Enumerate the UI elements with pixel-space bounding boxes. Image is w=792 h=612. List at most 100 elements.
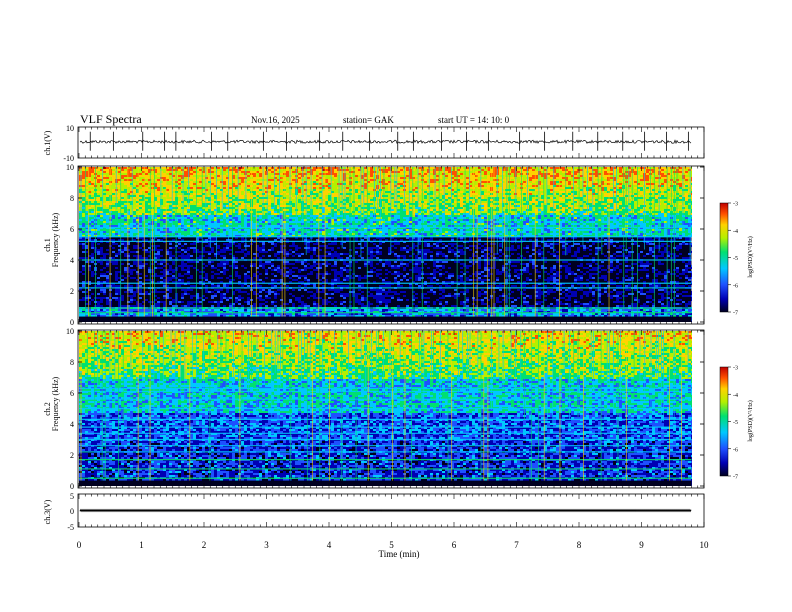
spectrogram-cell [163,197,166,199]
spectrogram-cell [211,185,214,187]
spectrogram-cell [442,167,445,169]
spectrogram-cell [616,207,619,209]
spectrogram-cell [157,167,160,169]
spectrogram-cell [325,169,328,171]
spectrogram-cell [385,205,388,207]
spectrogram-cell [352,197,355,199]
spectrogram-cell [637,197,640,199]
spectrogram-cell [226,177,229,179]
spectrogram-cell [232,215,235,217]
spectrogram-cell [307,171,310,173]
spectrogram-cell [268,181,271,183]
spectrogram-cell [256,171,259,173]
spectrogram-cell [430,177,433,179]
spectrogram-cell [592,199,595,201]
spectrogram-cell [427,185,430,187]
spectrogram-cell [268,167,271,169]
spectrogram-cell [469,177,472,179]
spectrogram-cell [655,171,658,173]
spectrogram-cell [328,171,331,173]
spectrogram-cell [547,179,550,181]
spectrogram-cell [427,193,430,195]
spectrogram-cell [466,185,469,187]
spectrogram-cell [616,199,619,201]
spectrogram-cell [313,175,316,177]
spectrogram-cell [544,167,547,169]
spectrogram-cell [571,175,574,177]
spectrogram-cell [235,215,238,217]
spectrogram-cell [454,177,457,179]
spectrogram-cell [148,199,151,201]
spectrogram-cell [385,189,388,191]
spectrogram-cell [106,183,109,185]
spectrogram-cell [85,197,88,199]
spectrogram-cell [133,201,136,203]
spectrogram-cell [235,213,238,215]
spectrogram-cell [370,173,373,175]
spectrogram-cell [133,209,136,211]
spectrogram-cell [376,211,379,213]
spectrogram-cell [238,195,241,197]
spectrogram-cell [388,209,391,211]
spectrogram-cell [307,213,310,215]
spectrogram-cell [604,179,607,181]
spectrogram-cell [532,169,535,171]
spectrogram-cell [355,193,358,195]
spectrogram-cell [346,193,349,195]
spectrogram-cell [523,213,526,215]
spectrogram-cell [634,189,637,191]
spectrogram-cell [343,201,346,203]
spectrogram-cell [544,183,547,185]
spectrogram-cell [592,201,595,203]
spectrogram-cell [661,189,664,191]
spectrogram-cell [262,179,265,181]
spectrogram-cell [610,189,613,191]
spectrogram-cell [523,175,526,177]
spectrogram-cell [634,211,637,213]
spectrogram-cell [400,167,403,169]
spectrogram-cell [535,173,538,175]
spectrogram-cell [154,177,157,179]
spectrogram-cell [163,189,166,191]
spectrogram-cell [397,171,400,173]
spectrogram-cell [511,177,514,179]
spectrogram-cell [610,195,613,197]
spectrogram-cell [463,203,466,205]
spectrogram-cell [268,201,271,203]
spectrogram-cell [322,193,325,195]
spectrogram-cell [517,187,520,189]
spectrogram-cell [538,197,541,199]
spectrogram-cell [253,195,256,197]
spectrogram-cell [280,169,283,171]
spectrogram-cell [427,177,430,179]
spectrogram-cell [226,175,229,177]
spectrogram-cell [112,169,115,171]
spectrogram-cell [265,203,268,205]
spectrogram-cell [100,203,103,205]
spectrogram-cell [235,175,238,177]
spectrogram-cell [361,203,364,205]
spectrogram-cell [97,215,100,217]
spectrogram-cell [205,199,208,201]
spectrogram-cell [598,211,601,213]
spectrogram-cell [277,211,280,213]
spectrogram-cell [424,191,427,193]
spectrogram-cell [232,213,235,215]
spectrogram-cell [589,199,592,201]
spectrogram-cell [367,189,370,191]
spectrogram-cell [217,177,220,179]
spectrogram-cell [328,195,331,197]
spectrogram-cell [178,181,181,183]
spectrogram-cell [298,181,301,183]
spectrogram-cell [541,191,544,193]
spectrogram-cell [280,185,283,187]
spectrogram-cell [571,191,574,193]
spectrogram-cell [391,185,394,187]
spectrogram-cell [118,209,121,211]
spectrogram-cell [328,191,331,193]
spectrogram-cell [688,185,691,187]
spectrogram-cell [319,209,322,211]
spectrogram-cell [286,193,289,195]
spectrogram-cell [553,179,556,181]
spectrogram-cell [409,209,412,211]
